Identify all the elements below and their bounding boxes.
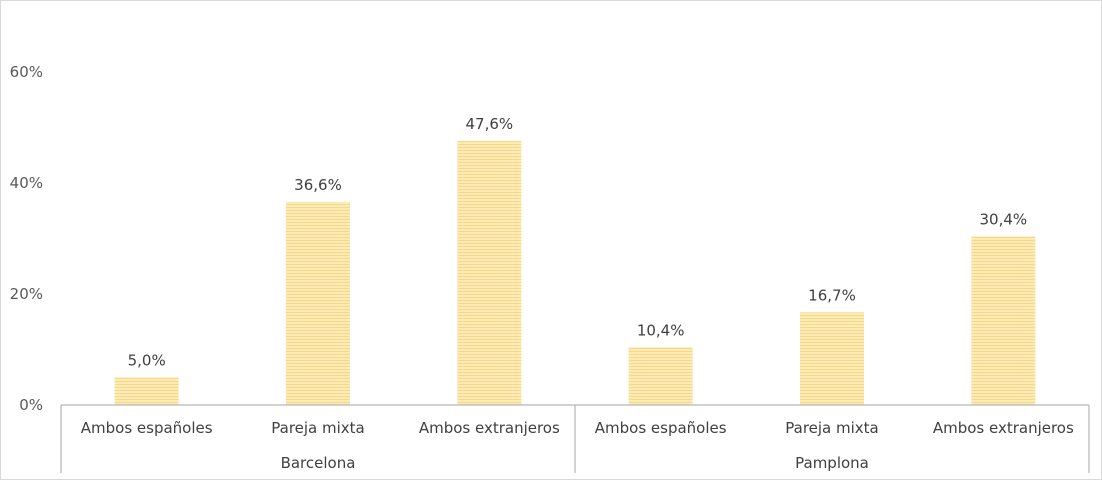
data-label: 5,0% xyxy=(128,351,166,369)
bar-barcelona-2 xyxy=(286,201,350,405)
group-label-barcelona: Barcelona xyxy=(281,454,356,472)
y-tick-label: 0% xyxy=(19,396,43,414)
y-tick-label: 20% xyxy=(10,285,43,303)
data-label: 16,7% xyxy=(808,286,856,304)
data-label: 10,4% xyxy=(637,321,685,339)
x-category-label: Pareja mixta xyxy=(785,419,879,437)
group-label-pamplona: Pamplona xyxy=(795,454,869,472)
y-tick-label: 40% xyxy=(10,174,43,192)
x-category-label: Ambos españoles xyxy=(81,419,213,437)
bar-pamplona-3 xyxy=(971,236,1036,405)
data-label: 36,6% xyxy=(294,176,342,194)
x-category-label: Pareja mixta xyxy=(271,419,365,437)
data-labels: 5,0% 36,6% 47,6% 10,4% 16,7% 30,4% xyxy=(128,115,1028,369)
bar-barcelona-1 xyxy=(114,377,179,405)
y-axis: 0% 20% 40% 60% xyxy=(10,63,43,414)
y-tick-label: 60% xyxy=(10,63,43,81)
x-axis: Ambos españoles Pareja mixta Ambos extranj… xyxy=(60,404,1090,473)
x-category-label: Ambos españoles xyxy=(595,419,727,437)
x-category-label: Ambos extranjeros xyxy=(419,419,560,437)
data-label: 47,6% xyxy=(466,115,514,133)
bar-pamplona-2 xyxy=(800,312,864,405)
x-category-label: Ambos extranjeros xyxy=(933,419,1074,437)
bars xyxy=(114,140,1036,405)
bar-barcelona-3 xyxy=(457,140,522,405)
data-label: 30,4% xyxy=(980,210,1028,228)
bar-pamplona-1 xyxy=(628,347,693,405)
